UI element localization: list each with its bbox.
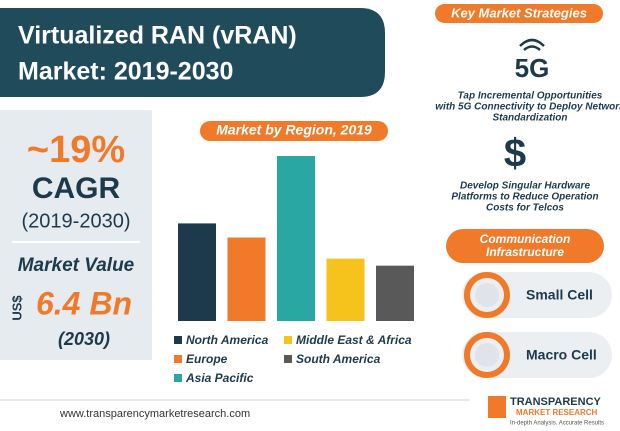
cagr-period: (2019-2030) — [22, 210, 131, 232]
title: Market: 2019-2030 — [18, 58, 233, 86]
chart-title: Market by Region, 2019 — [216, 122, 372, 138]
legend-label: Middle East & Africa — [296, 333, 412, 347]
legend-swatch — [174, 374, 182, 382]
legend-swatch — [284, 355, 292, 363]
infrastructure-pill — [446, 229, 604, 263]
icon-dollar: $ — [504, 132, 526, 176]
bar — [277, 156, 315, 321]
infrastructure-heading: Communication — [480, 232, 571, 246]
logo-text: In-depth Analysis. Accurate Results — [510, 421, 604, 427]
market-value: 6.4 Bn — [36, 285, 132, 321]
logo-icon — [488, 396, 506, 418]
legend-label: Europe — [186, 352, 228, 366]
bar — [178, 223, 216, 321]
logo-text: TRANSPARENCY — [510, 396, 602, 408]
icon-5g: 5G — [515, 53, 550, 83]
infrastructure-item: Small Cell — [526, 287, 593, 303]
chart-title-pill — [200, 121, 388, 141]
bar-chart: North America Europe Asia Pacific Middle Ea… — [174, 156, 414, 385]
strategy-text: Develop Singular Hardware — [460, 181, 590, 192]
strategy-text: Platforms to Reduce Operation — [451, 192, 598, 203]
bar — [376, 265, 414, 321]
market-value-year: (2030) — [58, 329, 110, 349]
legend-swatch — [174, 355, 182, 363]
strategies-pill — [435, 4, 603, 23]
highlight-panel — [0, 110, 152, 360]
currency: US$ — [9, 295, 24, 321]
legend-label: South America — [296, 352, 381, 366]
logo-text: MARKET RESEARCH — [516, 408, 598, 417]
item-bg — [462, 272, 612, 318]
bar — [227, 237, 266, 321]
market-value-label: Market Value — [18, 255, 135, 276]
strategy-text: Standardization — [492, 113, 567, 124]
signal-icon — [519, 38, 545, 51]
ring-icon — [464, 332, 510, 378]
title-box — [0, 8, 385, 97]
legend-swatch — [174, 336, 182, 344]
footer-url: www.transparencymarketresearch.com — [59, 408, 250, 420]
ring-icon — [475, 343, 499, 367]
legend-swatch — [284, 336, 292, 344]
ring-icon — [475, 283, 499, 307]
infrastructure-item: Macro Cell — [526, 347, 597, 363]
title: Virtualized RAN (vRAN) — [18, 22, 297, 50]
cagr-label: CAGR — [32, 172, 121, 205]
strategy-text: Tap Incremental Opportunities — [458, 91, 603, 102]
ring-icon — [464, 272, 510, 318]
strategy-text: Costs for Telcos — [486, 203, 564, 214]
legend-label: North America — [186, 333, 269, 347]
bar — [326, 258, 365, 321]
cagr-value: ~19% — [27, 129, 125, 171]
item-bg — [462, 332, 612, 378]
legend-label: Asia Pacific — [185, 371, 254, 385]
infrastructure-heading: Infrastructure — [486, 245, 564, 259]
strategy-text: with 5G Connectivity to Deploy Network — [435, 102, 620, 113]
strategies-heading: Key Market Strategies — [451, 5, 587, 20]
